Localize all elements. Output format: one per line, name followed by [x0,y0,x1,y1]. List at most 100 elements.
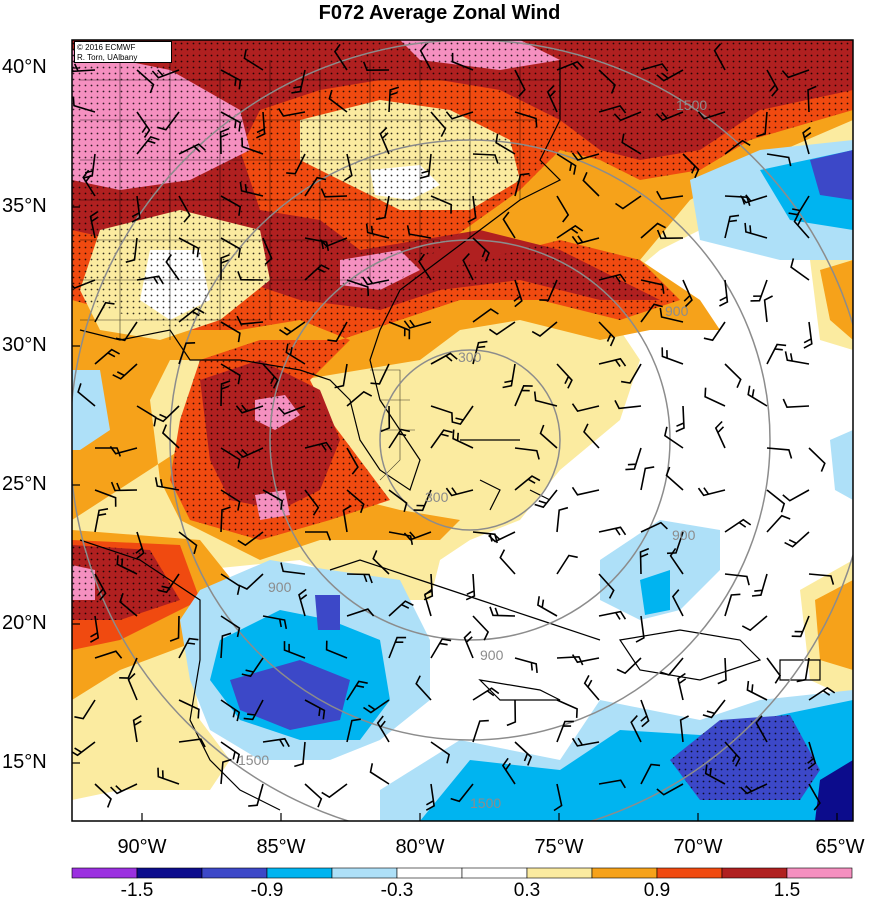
wind-barb [241,137,264,155]
wind-barb [403,531,432,541]
wind-barb [94,508,109,533]
shading-lightblue-e [830,430,853,500]
wind-barb [495,133,516,155]
wind-barb [598,610,627,620]
wind-barb [808,686,836,701]
wind-barb [533,391,558,407]
wind-barb [94,348,120,365]
wind-barb [719,279,729,307]
wind-barb [220,632,232,659]
wind-barb [669,547,684,575]
shading-navy [815,760,853,821]
lon-label: 80°W [395,836,445,858]
wind-barb [598,104,627,114]
colorbar-swatch [721,867,788,879]
wind-barb [178,699,200,719]
wind-barb [430,741,451,764]
contour-label: 1500 [470,795,501,811]
wind-barb [677,672,687,701]
shading-orange-east [820,260,853,340]
wind-barb [220,69,242,90]
wind-barb [241,657,264,678]
wind-barb [531,321,558,337]
wind-barb [116,555,138,575]
wind-barb [766,657,782,684]
wind-barb [178,342,196,365]
wind-barb [346,489,365,514]
wind-barb [556,720,574,743]
wind-barb [136,275,164,285]
wind-barb [220,254,230,281]
wind-barb [243,49,264,71]
wind-barb [220,363,241,385]
wind-barb [346,573,373,584]
wind-barb [262,237,273,266]
wind-barb [95,447,122,457]
wind-barb [702,699,726,719]
wind-barb [472,615,490,641]
wind-barb [220,237,241,258]
wind-barb [740,783,768,795]
wind-barb [741,615,768,632]
wind-barb [598,779,626,789]
wind-barb [262,737,290,748]
wind-barb [235,447,264,459]
wind-barb [388,636,407,659]
wind-barb [556,506,569,533]
wind-barb [388,531,414,545]
wind-barb [671,589,684,617]
wind-barb [571,654,600,664]
wind-barb [365,223,390,239]
wind-barb [796,657,810,683]
wind-barb [388,600,414,617]
wind-barb [514,111,538,128]
wind-barb [375,195,390,221]
wind-barb [467,195,477,223]
wind-barb [751,573,768,597]
wind-barb [219,127,230,155]
shading-darkblue2 [315,595,340,630]
wind-barb [419,153,432,179]
wind-barb [220,111,242,132]
colorbar-label: -0.3 [380,880,414,901]
wind-barb [556,655,584,666]
wind-barb [660,657,684,676]
wind-barb [94,489,117,507]
wind-barb [328,89,348,113]
colorbar [71,867,853,879]
wind-barb [154,405,180,423]
wind-barb [388,489,408,513]
wind-barb [781,69,810,79]
wind-barb [283,641,306,659]
credit-line: © 2016 ECMWF [77,43,136,52]
wind-barb [571,235,600,245]
wind-barb [598,573,615,599]
wind-barb [90,615,100,643]
wind-barb [72,96,96,113]
map-title: F072 Average Zonal Wind [318,2,561,24]
wind-barb [640,699,650,728]
wind-barb [304,783,323,808]
wind-barb [747,385,768,407]
wind-barb [704,764,726,785]
wind-barb [514,69,526,97]
wind-barb [334,363,348,389]
lat-label: 20°N [2,612,47,634]
wind-barb [539,424,558,449]
contour-label: 900 [480,647,504,663]
wind-barb [659,307,684,323]
wind-barb [157,767,180,785]
wind-barb [237,271,264,281]
wind-barb [327,321,348,343]
contour-label: 1500 [238,752,269,768]
wind-barb [403,319,432,329]
wind-barb [766,153,792,167]
wind-barb [220,615,241,638]
wind-barb [807,85,817,113]
wind-barb [656,69,684,82]
wind-barb [94,301,115,323]
wind-barb [430,405,454,422]
wind-barb [430,111,447,137]
wind-barb [285,343,306,365]
wind-barb [472,153,499,164]
